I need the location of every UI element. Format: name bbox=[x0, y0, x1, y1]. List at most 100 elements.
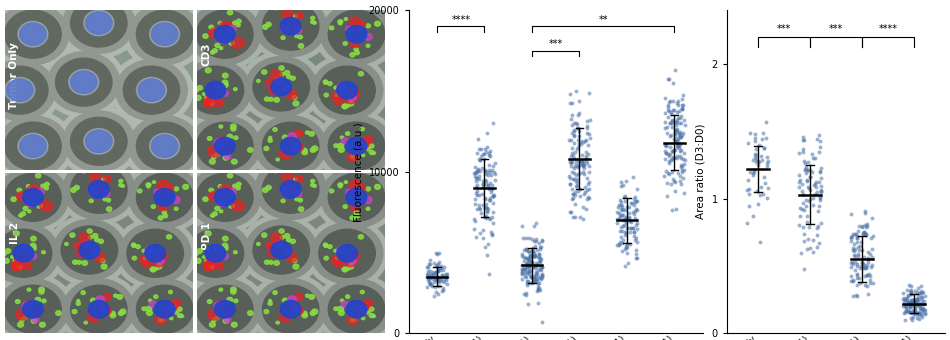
Point bbox=[613, 214, 628, 220]
Point bbox=[864, 246, 880, 252]
Circle shape bbox=[291, 76, 295, 80]
Circle shape bbox=[197, 173, 253, 221]
Circle shape bbox=[214, 138, 223, 147]
Point bbox=[811, 180, 826, 185]
Point bbox=[850, 283, 865, 288]
Point bbox=[569, 161, 584, 166]
Point bbox=[910, 299, 925, 304]
Point bbox=[751, 159, 767, 164]
Point bbox=[898, 304, 913, 310]
Point bbox=[667, 156, 682, 161]
Circle shape bbox=[174, 218, 256, 288]
Point bbox=[435, 267, 450, 273]
Point bbox=[757, 145, 772, 150]
Point bbox=[472, 193, 487, 198]
Point bbox=[524, 260, 540, 265]
Circle shape bbox=[119, 179, 123, 183]
Circle shape bbox=[283, 85, 290, 91]
Circle shape bbox=[221, 253, 228, 259]
Circle shape bbox=[285, 17, 295, 26]
Point bbox=[572, 128, 587, 134]
Point bbox=[561, 173, 577, 179]
Circle shape bbox=[2, 252, 7, 255]
Point bbox=[580, 181, 596, 186]
Circle shape bbox=[218, 288, 222, 291]
Point bbox=[574, 159, 589, 165]
Circle shape bbox=[248, 311, 253, 316]
Point bbox=[844, 278, 859, 284]
Point bbox=[905, 302, 921, 308]
Circle shape bbox=[221, 90, 228, 96]
Point bbox=[469, 190, 484, 196]
Point bbox=[806, 238, 821, 243]
Circle shape bbox=[19, 214, 23, 217]
Circle shape bbox=[20, 23, 47, 45]
Circle shape bbox=[215, 188, 236, 206]
Point bbox=[575, 169, 590, 174]
Point bbox=[799, 213, 814, 219]
Circle shape bbox=[346, 295, 350, 299]
Point bbox=[485, 210, 501, 215]
Point bbox=[572, 193, 587, 198]
Point bbox=[660, 114, 675, 119]
Point bbox=[530, 300, 545, 305]
Point bbox=[809, 225, 825, 230]
Circle shape bbox=[146, 183, 151, 187]
Point bbox=[621, 205, 637, 210]
Circle shape bbox=[248, 148, 253, 152]
Point bbox=[533, 246, 548, 252]
Point bbox=[570, 184, 585, 189]
Point bbox=[792, 205, 808, 210]
Point bbox=[628, 207, 643, 212]
Point bbox=[581, 169, 597, 175]
Point bbox=[566, 127, 581, 132]
Point bbox=[908, 309, 923, 314]
Circle shape bbox=[279, 312, 292, 322]
Circle shape bbox=[227, 134, 233, 139]
Circle shape bbox=[119, 311, 124, 316]
Circle shape bbox=[313, 184, 316, 187]
Point bbox=[423, 282, 438, 287]
Point bbox=[472, 158, 487, 163]
Point bbox=[521, 258, 536, 263]
Circle shape bbox=[88, 301, 109, 318]
Point bbox=[806, 249, 821, 255]
Circle shape bbox=[294, 293, 303, 301]
Circle shape bbox=[229, 26, 237, 32]
Circle shape bbox=[183, 274, 266, 340]
Point bbox=[910, 302, 925, 307]
Point bbox=[796, 158, 811, 164]
Circle shape bbox=[70, 0, 127, 47]
Point bbox=[534, 275, 549, 280]
Point bbox=[752, 239, 768, 245]
Point bbox=[474, 153, 489, 158]
Point bbox=[531, 254, 546, 259]
Point bbox=[864, 262, 880, 268]
Point bbox=[663, 145, 678, 150]
Point bbox=[484, 232, 499, 237]
Point bbox=[437, 264, 452, 269]
Point bbox=[469, 150, 484, 156]
Circle shape bbox=[219, 210, 222, 213]
Circle shape bbox=[36, 307, 43, 313]
Point bbox=[614, 224, 629, 229]
Point bbox=[673, 148, 688, 154]
Circle shape bbox=[30, 243, 36, 248]
Point bbox=[437, 276, 452, 282]
Point bbox=[850, 244, 865, 250]
Circle shape bbox=[65, 242, 68, 245]
Point bbox=[909, 296, 924, 302]
Point bbox=[909, 298, 924, 303]
Point bbox=[677, 157, 693, 163]
Circle shape bbox=[158, 216, 163, 220]
Circle shape bbox=[346, 188, 367, 206]
Point bbox=[576, 162, 591, 168]
Point bbox=[660, 171, 675, 176]
Point bbox=[613, 206, 628, 212]
Circle shape bbox=[203, 261, 215, 271]
Circle shape bbox=[374, 21, 380, 26]
Point bbox=[478, 244, 493, 249]
Circle shape bbox=[53, 220, 125, 280]
Point bbox=[661, 160, 676, 166]
Point bbox=[898, 306, 913, 311]
